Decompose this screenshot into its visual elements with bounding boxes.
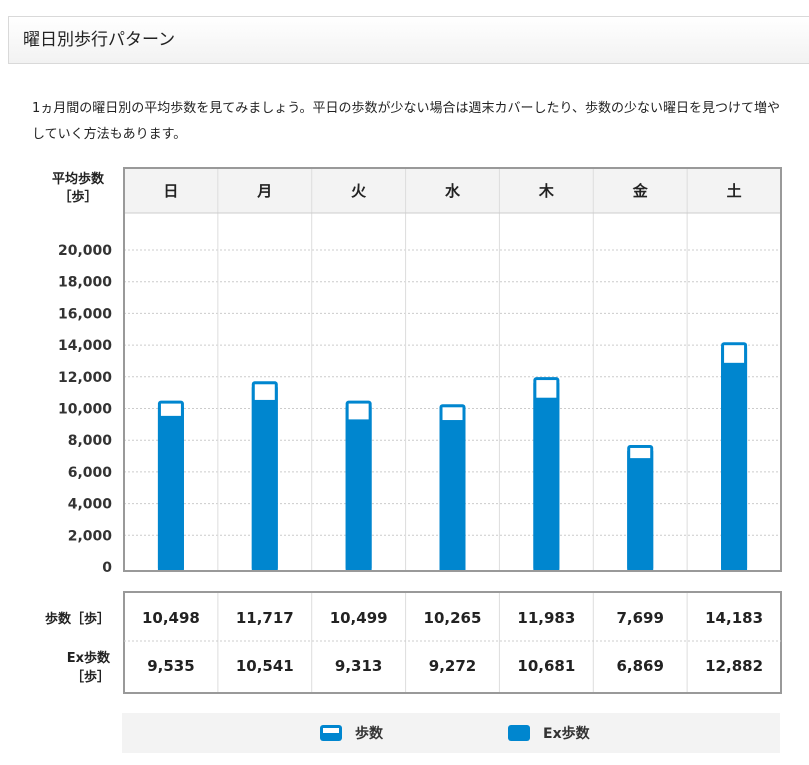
table-cell: 10,541	[236, 657, 294, 675]
table-cell: 14,183	[705, 609, 763, 627]
x-category-label: 月	[256, 182, 272, 200]
bar-steps-base	[627, 450, 654, 571]
table-cell: 10,265	[424, 609, 482, 627]
weekday-steps-chart: 0 2,000 4,000 6,000 8,000 10,000 12,000 14,000 1…	[45, 167, 782, 694]
bar-steps-gap	[254, 384, 275, 400]
bar-steps-base	[439, 410, 466, 571]
y-tick-label: 12,000	[58, 370, 112, 386]
table-row-label-steps: 歩数［歩］	[45, 611, 110, 627]
y-axis-unit: ［歩］	[58, 189, 97, 205]
page-title: 曜日別歩行パターン	[23, 30, 176, 50]
y-axis-title: 平均歩数	[52, 171, 105, 187]
table-cell: 9,313	[335, 657, 382, 675]
bar-steps-gap	[536, 380, 557, 398]
bar-steps-gap	[442, 407, 463, 421]
x-category-label: 火	[351, 182, 367, 200]
y-tick-label: 18,000	[58, 275, 112, 291]
x-category-label: 日	[163, 182, 178, 200]
bar-steps-base	[721, 348, 748, 571]
bar-steps-gap	[724, 345, 745, 363]
y-tick-label: 2,000	[68, 528, 113, 544]
bar-steps-gap	[160, 403, 181, 416]
bar-steps-gap	[348, 403, 369, 420]
chart-frame	[123, 167, 782, 572]
table-cell: 6,869	[616, 657, 663, 675]
bar-steps-base	[533, 383, 560, 571]
table-row-label-ex-steps: Ex歩数	[67, 650, 111, 666]
bar-steps-base	[345, 406, 372, 571]
legend-label-ex-steps: Ex歩数	[543, 726, 590, 742]
solid-bar-swatch-icon	[508, 725, 530, 741]
y-tick-label: 14,000	[58, 338, 112, 354]
table-cell: 11,717	[236, 609, 294, 627]
y-tick-label: 16,000	[58, 306, 112, 322]
bar-steps-base	[157, 406, 184, 571]
description-text: 1ヵ月間の曜日別の平均歩数を見てみましょう。平日の歩数が少ない場合は週末カバーし…	[32, 101, 780, 142]
legend-label-steps: 歩数	[355, 726, 383, 742]
x-category-label: 木	[538, 182, 555, 200]
legend-item-ex-steps: Ex歩数	[507, 713, 590, 753]
table-cell: 10,499	[330, 609, 388, 627]
y-tick-label: 20,000	[58, 243, 112, 259]
table-cell: 11,983	[517, 609, 575, 627]
x-category-label: 水	[445, 182, 461, 200]
y-tick-label: 6,000	[68, 465, 113, 481]
x-category-label: 金	[632, 182, 649, 200]
bar-steps-gap	[630, 447, 651, 459]
table-cell: 9,272	[429, 657, 476, 675]
chart-legend: 歩数 Ex歩数	[122, 713, 780, 753]
chart-header-row	[124, 168, 781, 213]
table-cell: 7,699	[616, 609, 663, 627]
legend-item-steps: 歩数	[319, 713, 383, 753]
y-tick-label: 10,000	[58, 402, 112, 418]
table-cell: 9,535	[147, 657, 194, 675]
table-cell: 10,681	[517, 657, 575, 675]
bar-steps-base	[251, 387, 278, 571]
table-cell: 10,498	[142, 609, 200, 627]
section-header: 曜日別歩行パターン	[8, 16, 809, 64]
y-tick-label: 4,000	[68, 497, 113, 513]
table-frame	[123, 591, 782, 694]
table-row-label-ex-steps-unit: ［歩］	[71, 669, 110, 685]
y-tick-label: 0	[102, 560, 112, 576]
x-category-label: 土	[727, 182, 742, 200]
table-cell: 12,882	[705, 657, 763, 675]
outlined-bar-swatch-icon	[320, 725, 342, 741]
y-tick-label: 8,000	[68, 433, 113, 449]
